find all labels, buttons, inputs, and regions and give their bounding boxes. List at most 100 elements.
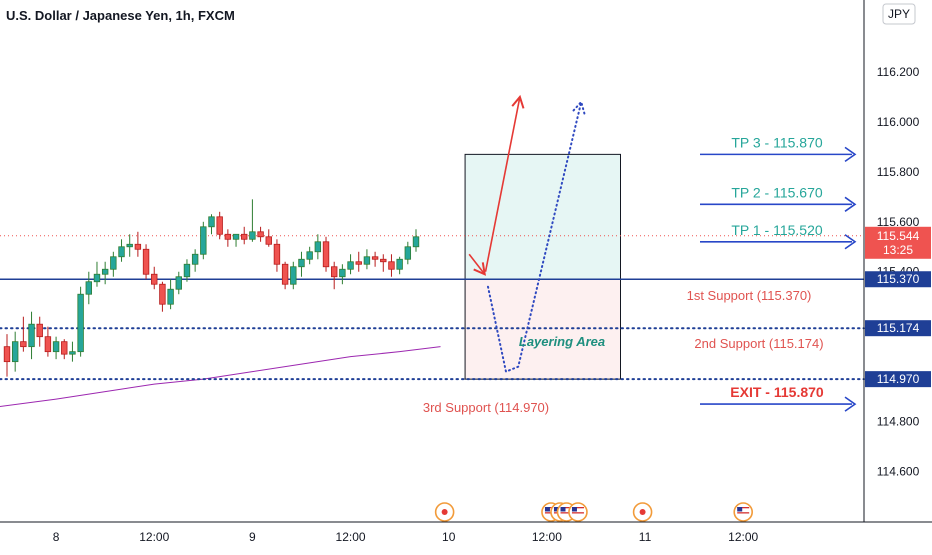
short-red-arrowhead: [473, 262, 486, 276]
candle[interactable]: [110, 251, 117, 277]
currency-badge[interactable]: JPY: [882, 3, 916, 25]
candle[interactable]: [265, 229, 272, 247]
price-tick-label: 115.800: [877, 165, 920, 179]
candle[interactable]: [355, 251, 362, 272]
candle[interactable]: [200, 221, 207, 260]
event-marker-flag[interactable]: [733, 502, 754, 522]
candle-body: [347, 261, 354, 270]
candle-body: [388, 261, 395, 270]
candle[interactable]: [314, 234, 322, 260]
candle-body: [159, 283, 166, 305]
dotted-blue-arrowhead: [572, 99, 586, 115]
candle[interactable]: [52, 336, 60, 360]
event-dot: [441, 509, 448, 515]
candle[interactable]: [216, 211, 223, 240]
candle[interactable]: [93, 261, 101, 287]
candle[interactable]: [3, 334, 11, 377]
candle[interactable]: [175, 271, 182, 295]
candle[interactable]: [167, 279, 174, 310]
candle[interactable]: [363, 249, 371, 270]
event-dot: [639, 509, 646, 515]
layering-zone: [465, 279, 621, 380]
candle-body: [412, 236, 420, 248]
candle[interactable]: [396, 256, 403, 275]
candle[interactable]: [306, 246, 313, 265]
price-tick-label: 114.800: [877, 415, 920, 429]
level-price-tag-box: [865, 271, 931, 288]
event-marker-dot[interactable]: [632, 502, 653, 522]
candle-body: [380, 258, 387, 263]
candle-body: [314, 241, 322, 253]
candle[interactable]: [44, 326, 52, 357]
candle[interactable]: [257, 226, 264, 242]
candle[interactable]: [118, 239, 125, 262]
level-price-tag-text: 115.370: [877, 272, 920, 286]
long-red-arrowhead: [511, 94, 525, 109]
candle[interactable]: [134, 231, 142, 257]
price-tick-label: 116.000: [877, 115, 920, 129]
candle-body: [191, 253, 199, 265]
candle[interactable]: [85, 271, 92, 305]
candle-body: [175, 276, 182, 290]
candle[interactable]: [142, 244, 150, 280]
candle[interactable]: [36, 316, 43, 347]
candle-body: [371, 256, 379, 260]
event-marker-flag[interactable]: [568, 502, 588, 522]
candle-body: [281, 263, 289, 285]
candle[interactable]: [77, 286, 84, 357]
candle-body: [52, 341, 60, 353]
candle[interactable]: [159, 281, 166, 312]
candle-body: [69, 351, 76, 355]
candle-body: [20, 341, 27, 348]
profit-zone: [465, 154, 621, 280]
candle[interactable]: [412, 229, 420, 252]
candle[interactable]: [151, 266, 158, 290]
candle-body: [44, 336, 52, 353]
candle-body: [306, 251, 313, 260]
candle[interactable]: [28, 311, 35, 360]
candle[interactable]: [191, 249, 199, 272]
candle[interactable]: [241, 226, 248, 245]
candle[interactable]: [298, 251, 305, 277]
candle[interactable]: [101, 261, 109, 285]
moving-average-line: [0, 346, 441, 407]
level-price-tag-box: [865, 371, 931, 388]
candle[interactable]: [126, 234, 133, 257]
support-label-3: 3rd Support (114.970): [423, 400, 549, 415]
candle[interactable]: [290, 261, 297, 290]
candle[interactable]: [281, 261, 289, 290]
candle[interactable]: [20, 316, 27, 352]
candle[interactable]: [380, 254, 387, 272]
flag-stripe: [560, 514, 573, 517]
candle[interactable]: [208, 214, 215, 235]
target-arrowhead-3: [844, 234, 857, 250]
current-price-countdown: 13:25: [883, 243, 913, 257]
candle[interactable]: [388, 254, 395, 277]
flag-stripe: [737, 507, 750, 509]
candle[interactable]: [371, 251, 379, 267]
candle[interactable]: [404, 241, 412, 265]
level-price-tag-text: 114.970: [877, 372, 920, 386]
candle[interactable]: [347, 254, 354, 275]
candle-body: [396, 258, 403, 270]
target-arrowhead-2: [844, 196, 857, 212]
level-price-tag-2: 115.174: [865, 320, 931, 337]
candle[interactable]: [232, 233, 240, 247]
candle[interactable]: [11, 331, 19, 372]
candle[interactable]: [183, 259, 191, 282]
candle[interactable]: [61, 339, 68, 360]
time-tick-label: 11: [639, 530, 652, 544]
candle[interactable]: [224, 229, 232, 247]
flag-stripe: [571, 514, 584, 517]
candle-body: [36, 323, 43, 338]
candle[interactable]: [322, 236, 330, 272]
candle[interactable]: [273, 239, 281, 272]
candle[interactable]: [69, 341, 76, 362]
candle[interactable]: [339, 264, 346, 285]
flag-stripe: [571, 512, 584, 514]
candle[interactable]: [249, 199, 256, 242]
event-marker-dot[interactable]: [434, 502, 455, 522]
candle[interactable]: [330, 261, 338, 290]
